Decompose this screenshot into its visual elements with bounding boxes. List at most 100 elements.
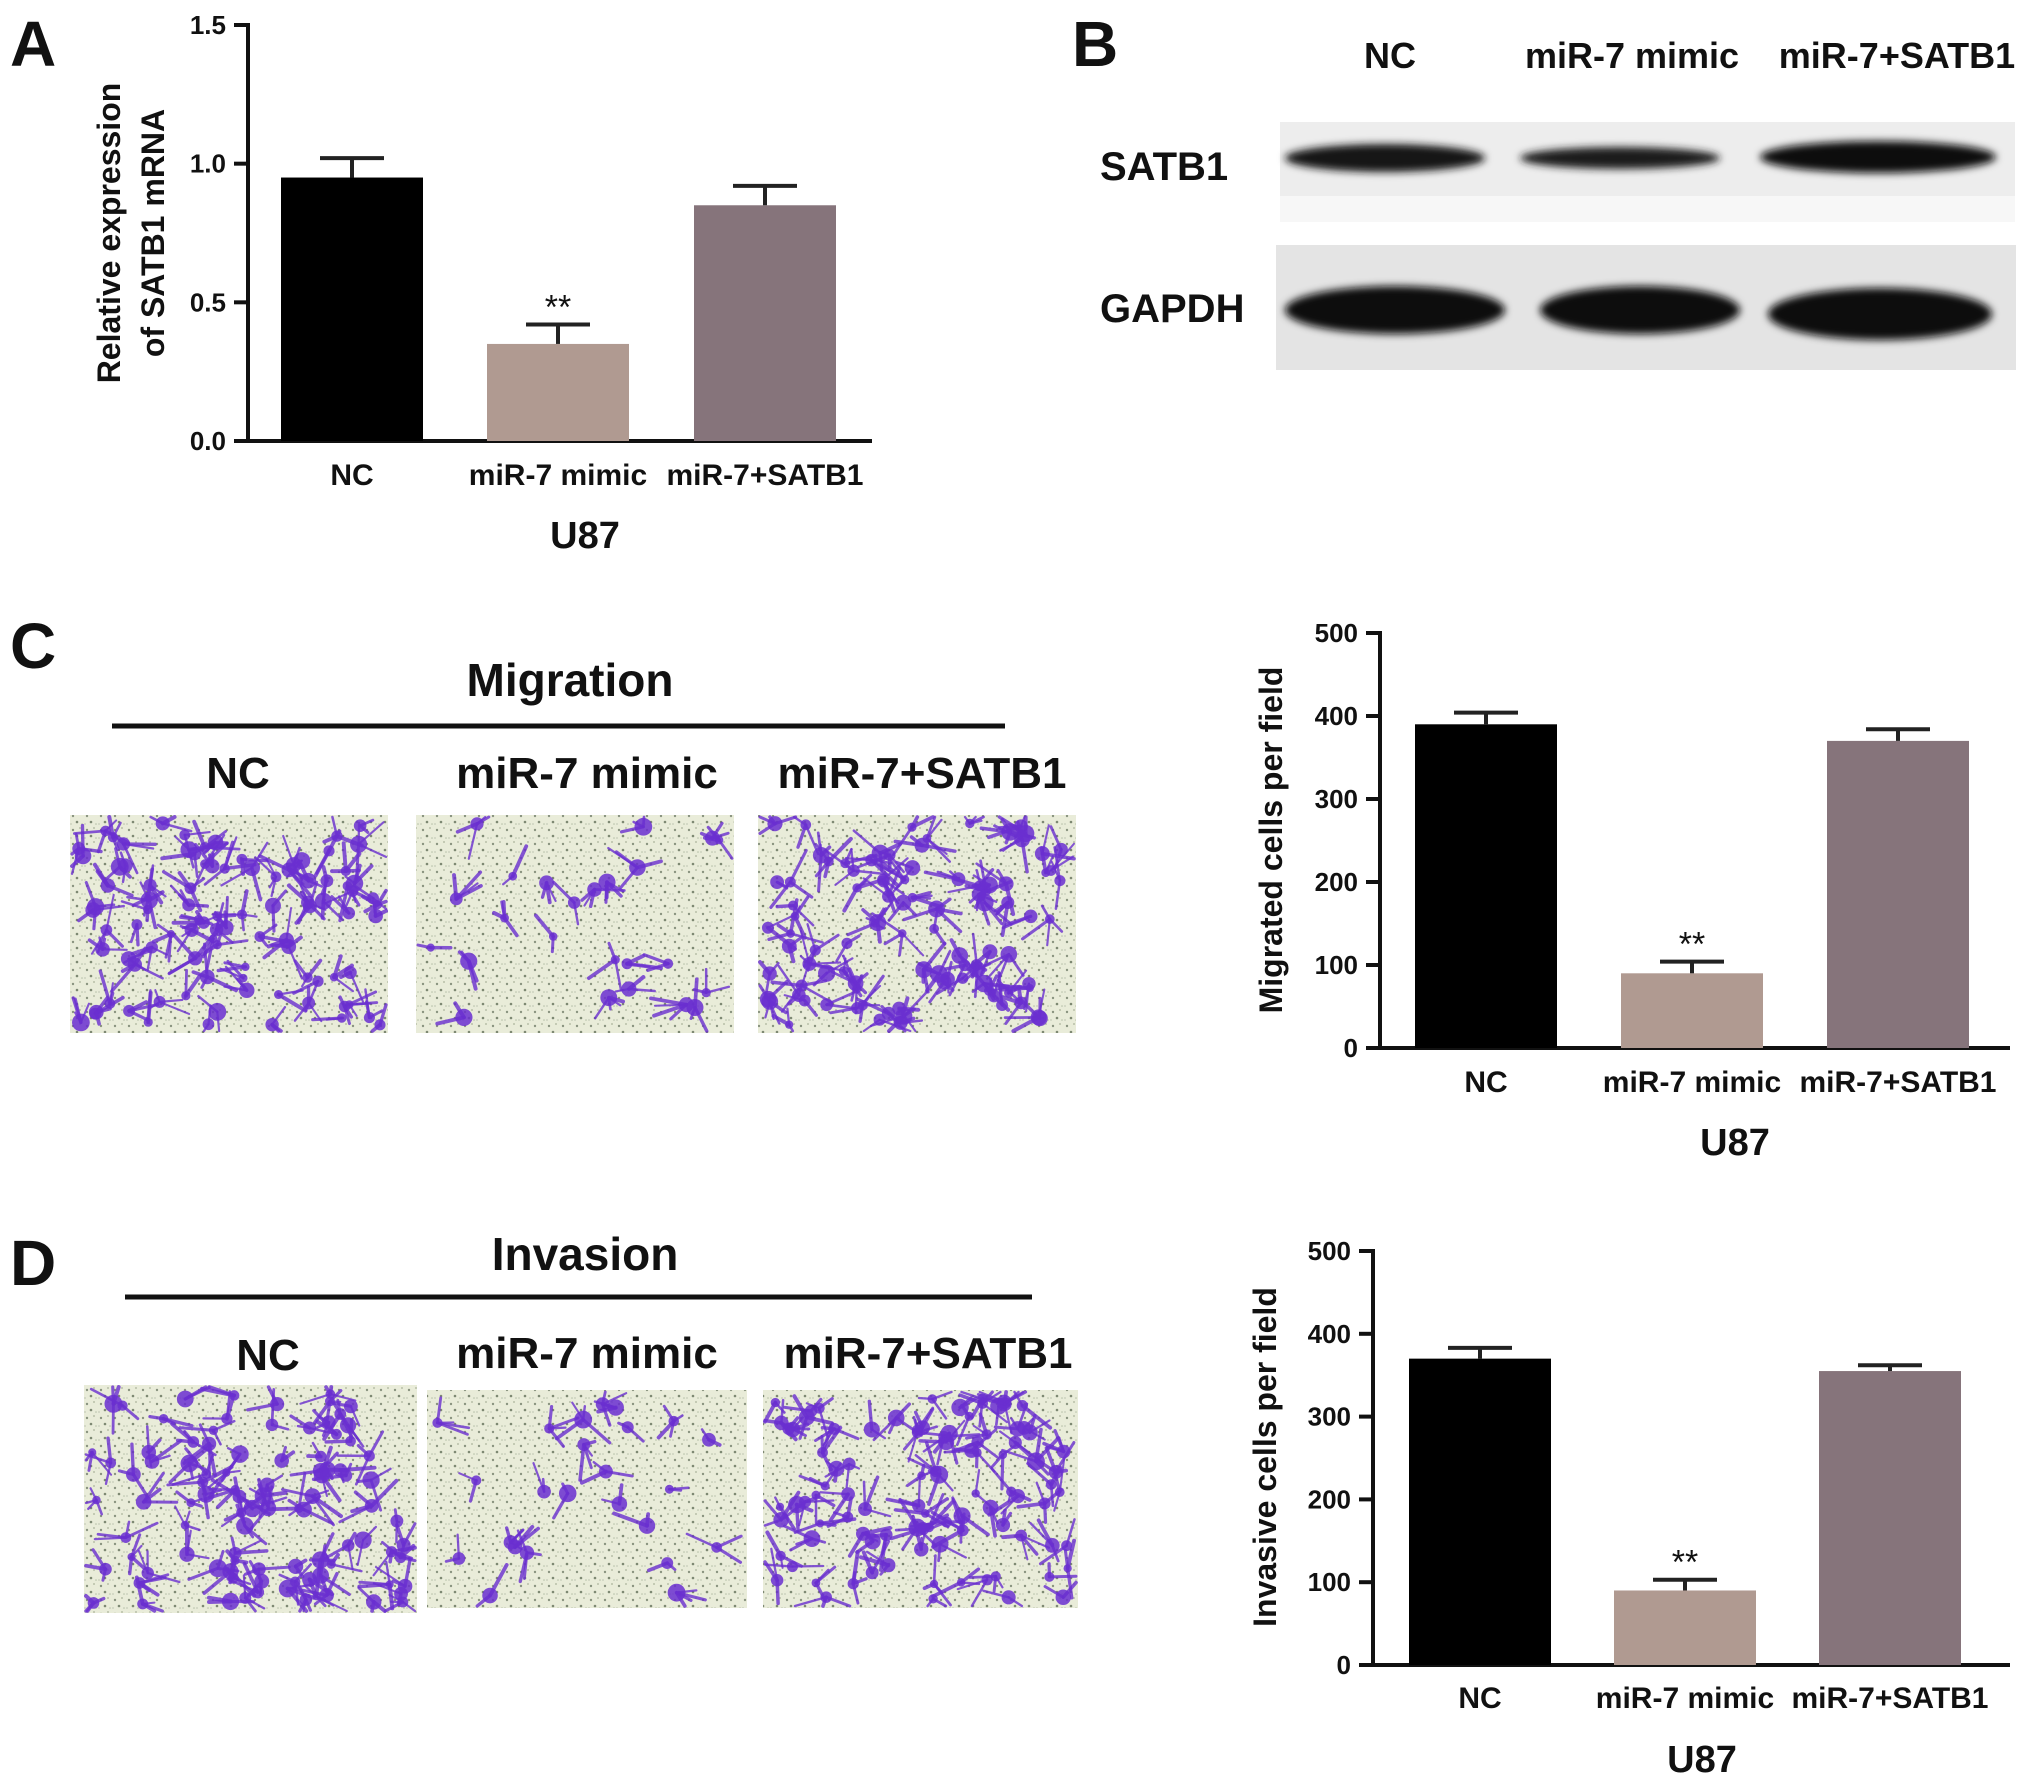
stained-cell bbox=[110, 946, 164, 993]
stained-cell bbox=[539, 875, 557, 905]
stained-cell bbox=[917, 949, 952, 993]
x-category-label: miR-7 mimic bbox=[1596, 1682, 1774, 1715]
stained-cell bbox=[292, 975, 324, 1012]
stained-cell bbox=[197, 994, 227, 1033]
stained-cell bbox=[788, 1496, 814, 1532]
stained-cell bbox=[809, 957, 868, 998]
blot-protein-label-gapdh: GAPDH bbox=[1100, 287, 1244, 331]
stained-cell bbox=[887, 894, 917, 922]
stained-cell bbox=[235, 1490, 268, 1546]
stained-cell bbox=[338, 1478, 399, 1524]
stained-cell bbox=[983, 945, 1025, 980]
stained-cell bbox=[84, 1487, 104, 1516]
stained-cell bbox=[246, 1560, 270, 1597]
y-tick-label: 1.0 bbox=[190, 149, 226, 179]
stained-cell bbox=[129, 919, 143, 947]
bar-mir-7-mimic bbox=[487, 343, 629, 441]
stained-cell bbox=[601, 1483, 628, 1512]
stained-cell bbox=[856, 849, 905, 874]
invasion-title: Invasion bbox=[492, 1228, 679, 1280]
stained-cell bbox=[191, 833, 229, 893]
stained-cell bbox=[1044, 1562, 1078, 1582]
stained-cell bbox=[89, 1387, 140, 1421]
stained-cell bbox=[975, 862, 1016, 917]
stained-cell bbox=[339, 966, 365, 1003]
stained-cell bbox=[220, 1445, 249, 1482]
stained-cell bbox=[664, 1484, 690, 1494]
stained-cell bbox=[963, 815, 985, 829]
stained-cell bbox=[617, 1421, 645, 1443]
stained-cell bbox=[862, 1013, 912, 1033]
x-category-label: miR-7 mimic bbox=[469, 459, 647, 492]
stained-cell bbox=[187, 1549, 240, 1581]
stained-cell bbox=[134, 1575, 164, 1613]
y-axis-title: Migrated cells per field bbox=[1253, 667, 1289, 1014]
stained-cell bbox=[835, 934, 861, 963]
stained-cell bbox=[931, 1535, 967, 1563]
stained-cell bbox=[144, 1438, 183, 1469]
y-tick-label: 0.5 bbox=[190, 287, 226, 317]
y-tick-label: 1.5 bbox=[190, 10, 226, 40]
stained-cell bbox=[202, 1004, 215, 1033]
stained-cell bbox=[990, 1442, 1020, 1491]
stained-cell bbox=[176, 1385, 211, 1408]
stained-cell bbox=[898, 1497, 938, 1551]
stained-cell bbox=[612, 1511, 656, 1534]
stained-cell bbox=[533, 913, 558, 954]
bar-nc bbox=[281, 177, 423, 442]
stained-cell bbox=[767, 898, 824, 944]
stained-cell bbox=[311, 1462, 353, 1482]
stained-cell bbox=[656, 1404, 684, 1440]
stained-cell bbox=[84, 1593, 106, 1613]
stained-cell bbox=[174, 1505, 201, 1532]
stained-cell bbox=[209, 902, 234, 944]
migration-label-mir7-mimic: miR-7 mimic bbox=[456, 749, 718, 798]
stained-cell bbox=[966, 944, 998, 976]
stained-cell bbox=[175, 1490, 203, 1508]
stained-cell bbox=[200, 932, 249, 957]
y-tick-label: 400 bbox=[1308, 1319, 1351, 1349]
stained-cell bbox=[982, 1589, 1024, 1608]
blot-band-gapdh-nc bbox=[1285, 286, 1505, 334]
y-tick-label: 200 bbox=[1308, 1484, 1351, 1514]
invasion-image-group: Invasion NC miR-7 mimic miR-7+SATB1 bbox=[84, 1228, 1078, 1613]
invasion-label-mir7-mimic: miR-7 mimic bbox=[456, 1329, 718, 1378]
stained-cell bbox=[765, 1530, 804, 1569]
stained-cell bbox=[350, 821, 388, 882]
significance-marker: ** bbox=[1672, 1544, 1698, 1582]
stained-cell bbox=[792, 815, 820, 856]
stained-cell bbox=[971, 1468, 995, 1511]
stained-cell bbox=[88, 1004, 112, 1026]
stained-cell bbox=[971, 974, 1010, 1002]
stained-cell bbox=[811, 1490, 836, 1526]
stained-cell bbox=[120, 900, 153, 923]
stained-cell bbox=[265, 1006, 287, 1033]
stained-cell bbox=[313, 829, 342, 878]
stained-cell bbox=[1034, 824, 1076, 862]
invasion-label-mir7-satb1: miR-7+SATB1 bbox=[784, 1329, 1073, 1378]
stained-cell bbox=[817, 1421, 843, 1472]
stained-cell bbox=[614, 975, 656, 997]
stained-cell bbox=[274, 1445, 296, 1468]
bar-mir-7-mimic bbox=[1614, 1590, 1756, 1665]
stained-cell bbox=[202, 1390, 235, 1425]
stained-cell bbox=[861, 1540, 891, 1580]
stained-cell bbox=[758, 815, 798, 835]
stained-cell bbox=[324, 1418, 356, 1447]
stained-cell bbox=[1001, 1427, 1061, 1476]
y-tick-label: 0 bbox=[1344, 1033, 1358, 1063]
stained-cell bbox=[241, 1496, 288, 1518]
stained-cell bbox=[824, 848, 888, 886]
blot-lane-label-mir7-satb1: miR-7+SATB1 bbox=[1779, 35, 2015, 76]
stained-cell bbox=[179, 1523, 210, 1562]
stained-cell bbox=[814, 836, 853, 879]
y-tick-label: 0 bbox=[1337, 1650, 1351, 1680]
stained-cell bbox=[579, 1460, 634, 1485]
chart-invasive-cells: 0 100 200 300 400 500 NC ** miR-7 mimic miR-7+SAT… bbox=[1247, 1236, 2010, 1780]
stained-cell bbox=[293, 958, 323, 988]
stained-cell bbox=[92, 862, 134, 898]
stained-cell bbox=[338, 990, 378, 1026]
stained-cell bbox=[267, 1471, 322, 1517]
stained-cell bbox=[685, 1532, 743, 1564]
